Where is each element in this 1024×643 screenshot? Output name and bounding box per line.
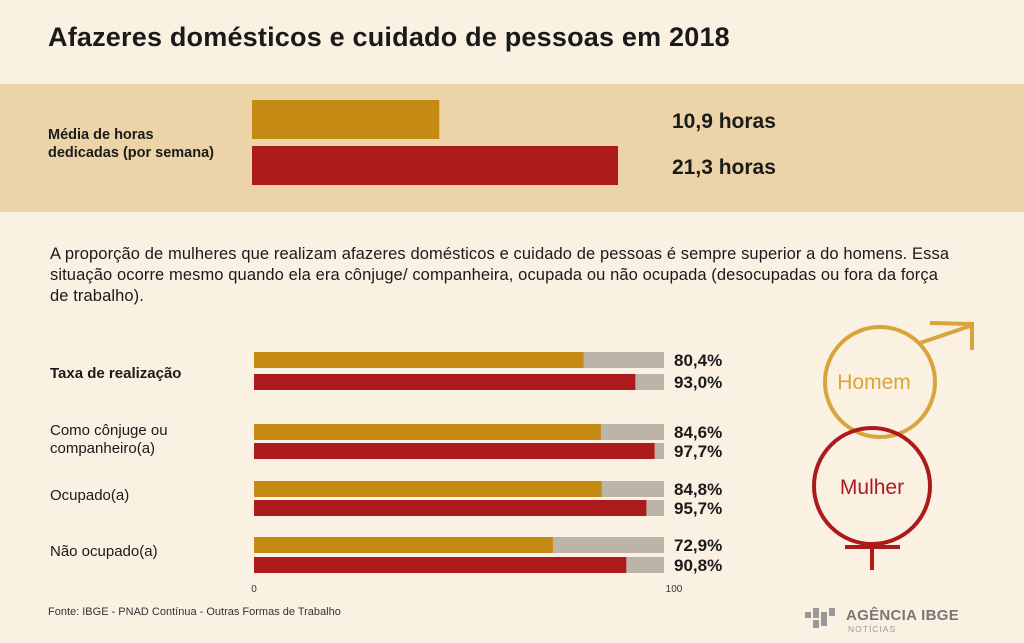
- data-label-homem-0: 80,4%: [674, 351, 722, 370]
- category-label-conjuge: Como cônjuge ou companheiro(a): [50, 422, 168, 457]
- homem-arrow-head: [929, 321, 974, 350]
- hours-chart: 10,9 horas 21,3 horas: [252, 100, 776, 185]
- x-tick-label-0: 0: [251, 584, 257, 595]
- hours-label: Média de horas dedicadas (por semana): [48, 127, 214, 161]
- category-label-taxa: Taxa de realização: [50, 365, 182, 382]
- x-tick-label-1: 100: [666, 584, 683, 595]
- bar-homem-0: [254, 352, 584, 368]
- category-label-ocupado: Ocupado(a): [50, 487, 130, 504]
- data-label-mulher-0: 93,0%: [674, 373, 722, 392]
- chart-title: Afazeres domésticos e cuidado de pessoas…: [48, 22, 730, 52]
- homem-symbol: Homem: [823, 321, 974, 439]
- hours-label-homem: 10,9 horas: [672, 110, 776, 133]
- hours-bar-homem: [252, 100, 440, 139]
- logo-subtext: NOTÍCIAS: [848, 624, 897, 634]
- ibge-logo-icon: [805, 608, 835, 628]
- hours-band: Média de horas dedicadas (por semana) 10…: [0, 84, 1024, 212]
- bar-mulher-1: [254, 443, 655, 459]
- bar-homem-3: [254, 537, 553, 553]
- data-label-mulher-1: 97,7%: [674, 442, 722, 461]
- mulher-symbol: Mulher: [812, 426, 932, 570]
- source-note: Fonte: IBGE - PNAD Contínua - Outras For…: [48, 606, 341, 618]
- homem-arrow-shaft: [919, 324, 971, 345]
- hours-bar-mulher: [252, 146, 618, 185]
- data-label-homem-3: 72,9%: [674, 536, 722, 555]
- bar-mulher-3: [254, 557, 627, 573]
- bar-homem-2: [254, 481, 602, 497]
- data-label-homem-1: 84,6%: [674, 423, 722, 442]
- homem-label: Homem: [837, 371, 911, 394]
- hours-label-mulher: 21,3 horas: [672, 156, 776, 179]
- homem-circle: [823, 325, 937, 439]
- logo-text: AGÊNCIA IBGE: [846, 607, 960, 624]
- bar-homem-1: [254, 424, 601, 440]
- data-label-homem-2: 84,8%: [674, 480, 722, 499]
- data-label-mulher-3: 90,8%: [674, 556, 722, 575]
- bar-mulher-2: [254, 500, 647, 516]
- bar-mulher-0: [254, 374, 636, 390]
- mulher-label: Mulher: [840, 476, 904, 499]
- description-text: A proporção de mulheres que realizam afa…: [50, 245, 950, 305]
- data-label-mulher-2: 95,7%: [674, 499, 722, 518]
- category-label-nao-ocupado: Não ocupado(a): [50, 543, 158, 560]
